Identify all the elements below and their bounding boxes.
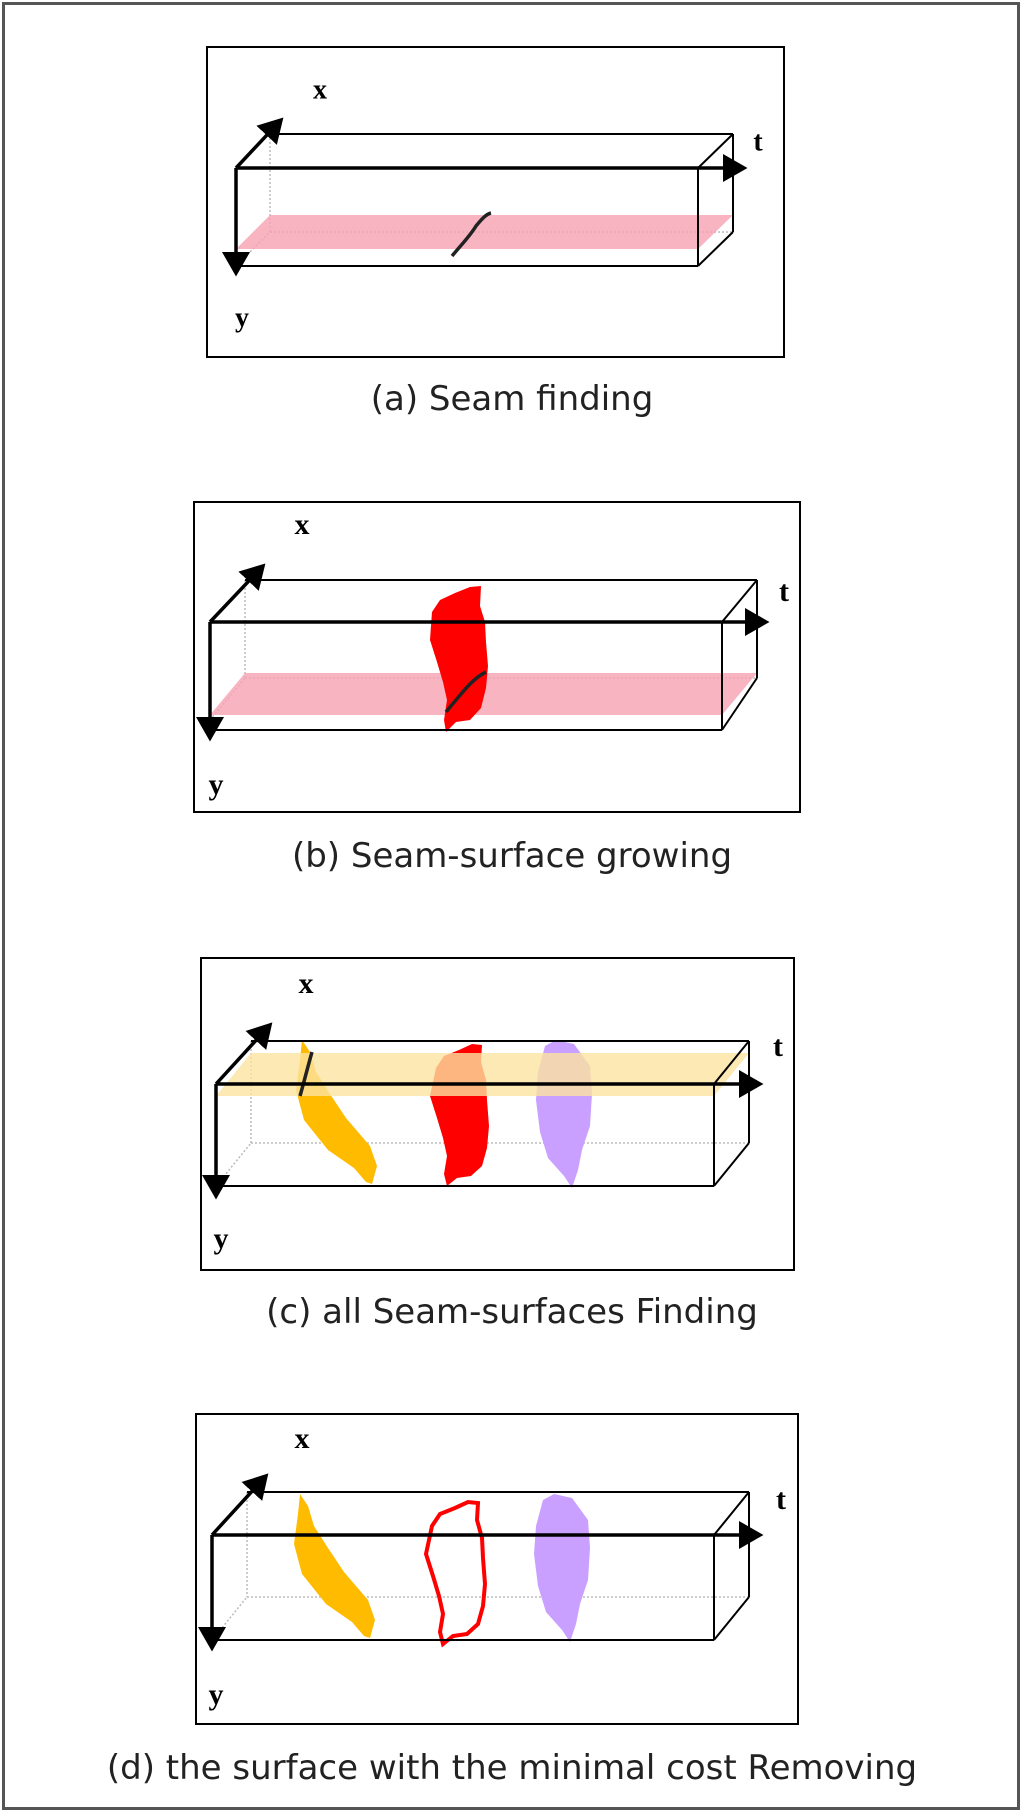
- panel-c-border: [200, 957, 795, 1271]
- caption-c: (c) all Seam-surfaces Finding: [266, 1292, 758, 1332]
- panel-a-axes: [222, 117, 748, 277]
- caption-d: (d) the surface with the minimal cost Re…: [106, 1748, 918, 1788]
- panel-d: x y t: [195, 1413, 799, 1725]
- axis-label-y: y: [209, 1678, 224, 1711]
- panel-a: x y t: [206, 46, 785, 358]
- panel-b-axes: [196, 563, 770, 742]
- seam-surface-orange: [294, 1494, 375, 1638]
- seam-line: [444, 670, 487, 714]
- panel-b: x y t: [193, 501, 801, 813]
- axis-label-x: x: [295, 508, 310, 541]
- caption-b: (b) Seam-surface growing: [291, 836, 733, 876]
- panel-b-box: [209, 579, 758, 732]
- seam-line: [450, 211, 492, 258]
- axis-label-x: x: [313, 74, 327, 105]
- axis-label-t: t: [773, 1030, 783, 1063]
- axis-label-y: y: [235, 302, 249, 333]
- caption-a: (a) Seam finding: [370, 379, 654, 419]
- seam-line: [298, 1051, 314, 1097]
- axis-label-t: t: [776, 1483, 786, 1516]
- axis-label-y: y: [209, 768, 224, 801]
- panel-c: x y t: [200, 957, 795, 1271]
- seam-surface-purple: [534, 1494, 590, 1642]
- axis-label-x: x: [299, 967, 314, 1000]
- panel-d-border: [195, 1413, 799, 1725]
- seam-surface-removed-outline: [423, 1499, 488, 1648]
- panel-d-axes: [198, 1473, 764, 1652]
- panel-c-axes: [202, 1022, 764, 1200]
- panel-b-border: [193, 501, 801, 813]
- axis-label-y: y: [214, 1222, 229, 1255]
- panel-a-border: [206, 46, 785, 358]
- axis-label-t: t: [779, 575, 789, 608]
- axis-label-t: t: [753, 126, 763, 157]
- seam-plane-pink: [236, 215, 733, 249]
- seam-plane-yellow: [216, 1053, 749, 1096]
- axis-label-x: x: [295, 1422, 310, 1455]
